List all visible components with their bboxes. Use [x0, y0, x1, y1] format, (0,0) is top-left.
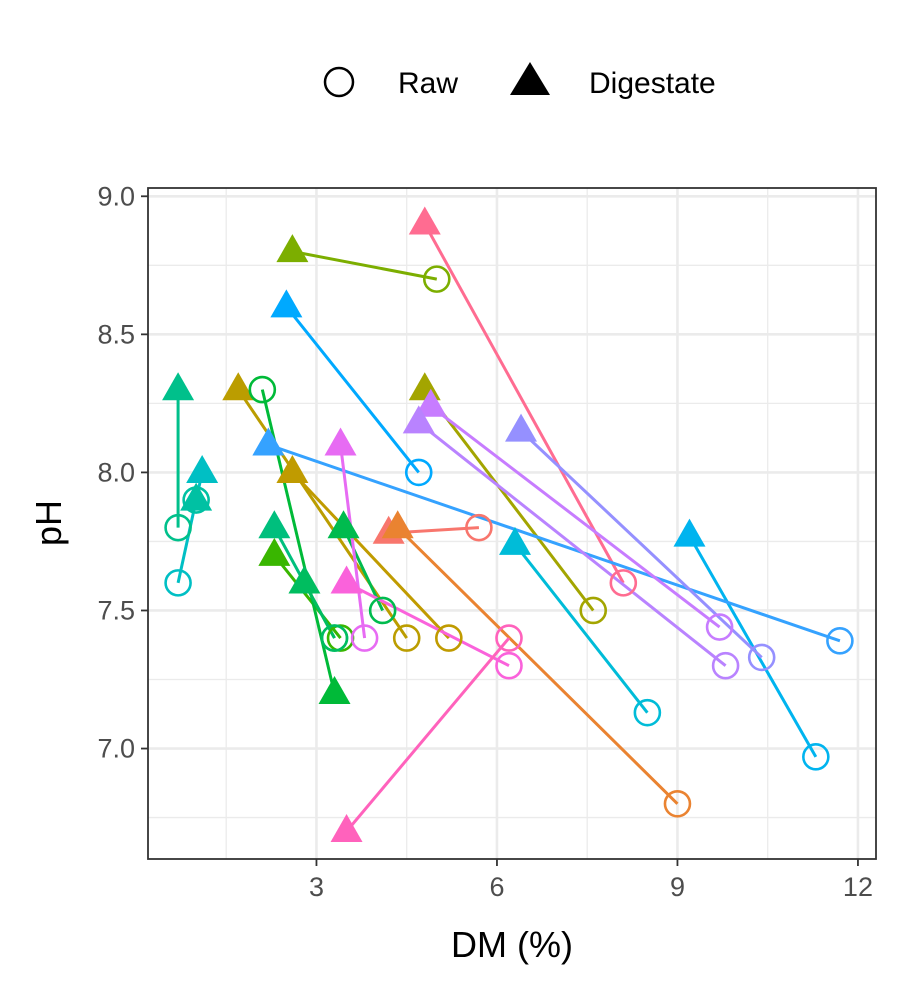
pair-connector-line — [429, 404, 721, 629]
pair-connector-line — [345, 581, 510, 668]
digestate-point — [330, 565, 363, 594]
x-tick-label: 6 — [489, 872, 504, 902]
raw-point — [802, 743, 830, 771]
raw-point — [609, 569, 638, 597]
digestate-point — [258, 510, 291, 539]
x-tick-label: 3 — [309, 872, 324, 902]
y-tick-label: 8.0 — [97, 457, 135, 487]
y-tick-label: 7.0 — [97, 734, 135, 764]
x-axis-title: DM (%) — [451, 924, 573, 965]
raw-point — [404, 458, 433, 487]
y-tick-label: 7.5 — [97, 595, 135, 625]
pair-connector-line — [267, 443, 841, 643]
pair-connector-line — [345, 637, 511, 833]
digestate-point — [505, 413, 538, 442]
gridlines — [148, 188, 876, 859]
digestate-point — [186, 455, 219, 484]
digestate-point — [499, 526, 532, 555]
digestate-point — [276, 455, 309, 484]
pair-connector-line — [396, 526, 679, 805]
pair-connector-line — [339, 444, 367, 639]
digestate-point — [288, 565, 321, 594]
digestate-point — [258, 537, 291, 566]
legend-raw-label: Raw — [398, 67, 458, 100]
raw-point — [368, 596, 397, 625]
digestate-point — [408, 206, 441, 235]
legend-raw-symbol — [323, 66, 355, 98]
pair-connector-line — [688, 535, 818, 758]
digestate-point — [673, 518, 706, 547]
raw-point — [826, 627, 854, 655]
digestate-point — [276, 234, 309, 263]
digestate-point — [162, 372, 195, 401]
pair-connector-line — [423, 388, 595, 612]
data-series — [162, 206, 854, 843]
legend-digestate-symbol — [510, 62, 550, 95]
raw-point — [495, 624, 523, 652]
raw-point — [320, 624, 349, 652]
pair-connector-line — [513, 543, 649, 714]
pair-connector-line — [273, 554, 342, 640]
legend: Raw Digestate — [323, 62, 716, 100]
digestate-point — [252, 427, 285, 456]
raw-point — [392, 624, 421, 652]
pair-connector-line — [423, 223, 625, 584]
x-tick-label: 9 — [670, 872, 685, 902]
plot-border — [147, 187, 877, 860]
digestate-point — [270, 289, 303, 318]
axis-ticks: 3 6 9 12 7.0 7.5 8.0 8.5 9.0 — [97, 181, 873, 902]
raw-point — [465, 513, 493, 542]
raw-point — [435, 624, 463, 652]
x-tick-label: 12 — [843, 872, 873, 902]
raw-point — [579, 596, 608, 625]
raw-point — [164, 569, 192, 597]
raw-point — [747, 643, 776, 672]
y-tick-label: 9.0 — [97, 181, 135, 211]
digestate-point — [222, 372, 255, 401]
digestate-point — [327, 510, 360, 539]
raw-point — [350, 624, 379, 652]
plot-panel — [148, 188, 876, 859]
raw-point — [422, 265, 451, 293]
raw-point — [633, 698, 662, 727]
pair-connector-line — [291, 471, 450, 640]
digestate-point — [330, 814, 363, 843]
digestate-point — [324, 427, 357, 456]
raw-point — [705, 613, 734, 641]
digestate-point — [318, 675, 351, 704]
raw-point — [495, 651, 523, 680]
y-axis-title: pH — [28, 500, 69, 546]
pair-connector-line — [285, 305, 420, 474]
raw-point — [248, 375, 277, 404]
raw-point — [663, 789, 692, 818]
raw-point — [164, 513, 192, 542]
pair-connector-line — [292, 250, 438, 281]
legend-digestate-label: Digestate — [589, 67, 716, 100]
raw-point — [711, 651, 740, 680]
digestate-point — [381, 510, 414, 539]
digestate-point — [402, 405, 435, 434]
y-tick-label: 8.5 — [97, 319, 135, 349]
pair-connector-line — [417, 421, 727, 667]
digestate-point — [414, 388, 447, 417]
pair-connector-line — [519, 429, 763, 659]
digestate-point — [180, 482, 213, 511]
